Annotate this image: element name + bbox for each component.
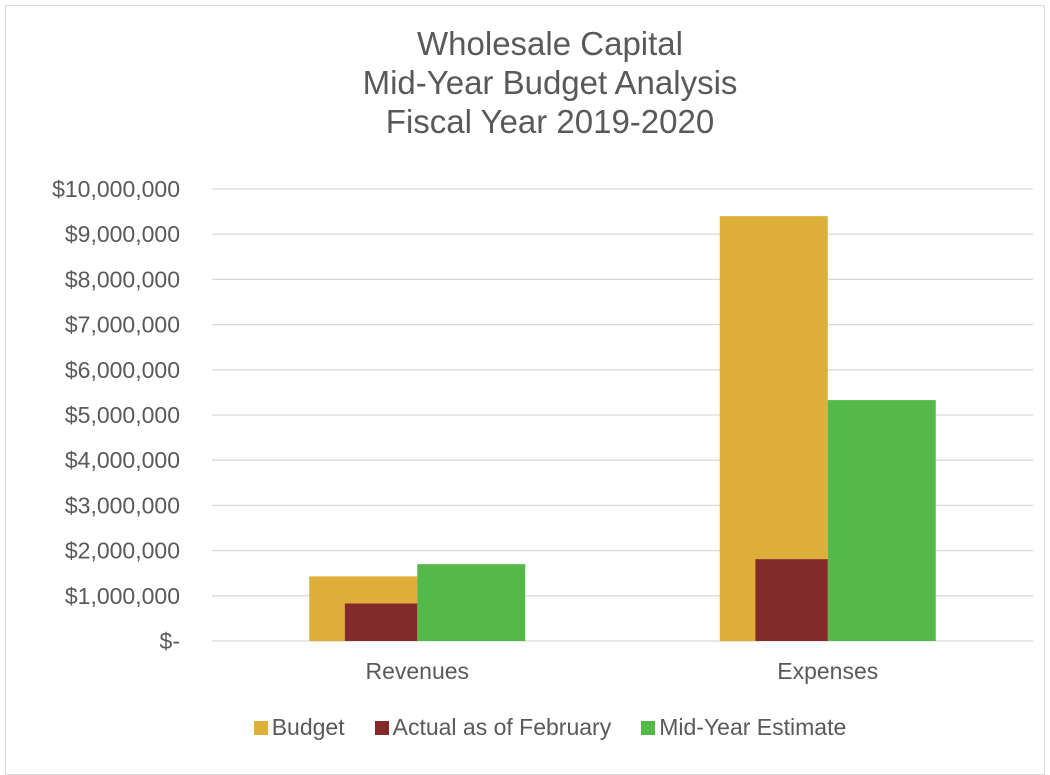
legend-label-actual: Actual as of February (392, 714, 612, 740)
y-tick-label-1: $9,000,000 (65, 221, 180, 247)
legend: Budget Actual as of February Mid-Year Es… (0, 714, 1050, 741)
x-category-label-revenues: Revenues (365, 658, 469, 684)
title-line-1: Wholesale Capital (417, 25, 683, 62)
title-line-3: Fiscal Year 2019-2020 (385, 103, 715, 140)
y-tick-label-6: $4,000,000 (65, 447, 180, 473)
y-tick-label-7: $3,000,000 (65, 492, 180, 518)
legend-swatch-budget (253, 720, 268, 735)
bar-actual-revenues (344, 603, 418, 641)
legend-item-midyear: Mid-Year Estimate (641, 714, 846, 741)
bar-actual-expenses (755, 559, 828, 641)
y-tick-label-4: $6,000,000 (65, 357, 180, 383)
x-category-label-expenses: Expenses (777, 658, 878, 684)
y-tick-label-0: $10,000,000 (52, 176, 180, 202)
y-tick-label-9: $1,000,000 (65, 583, 180, 609)
chart-frame (5, 5, 1045, 775)
legend-item-actual: Actual as of February (374, 714, 612, 741)
legend-swatch-midyear (641, 720, 656, 735)
legend-label-midyear: Mid-Year Estimate (659, 714, 847, 740)
y-tick-label-8: $2,000,000 (65, 538, 180, 564)
title-line-2: Mid-Year Budget Analysis (362, 64, 738, 101)
bar-midyear-expenses (827, 400, 936, 641)
legend-label-budget: Budget (271, 714, 345, 740)
bar-midyear-revenues (417, 564, 526, 641)
chart-title: Wholesale Capital Mid-Year Budget Analys… (0, 24, 1050, 141)
y-tick-label-2: $8,000,000 (65, 266, 180, 292)
legend-swatch-actual (374, 720, 389, 735)
y-tick-label-5: $5,000,000 (65, 402, 180, 428)
y-tick-label-3: $7,000,000 (65, 312, 180, 338)
legend-item-budget: Budget (253, 714, 345, 741)
y-tick-label-10: $- (160, 628, 180, 654)
